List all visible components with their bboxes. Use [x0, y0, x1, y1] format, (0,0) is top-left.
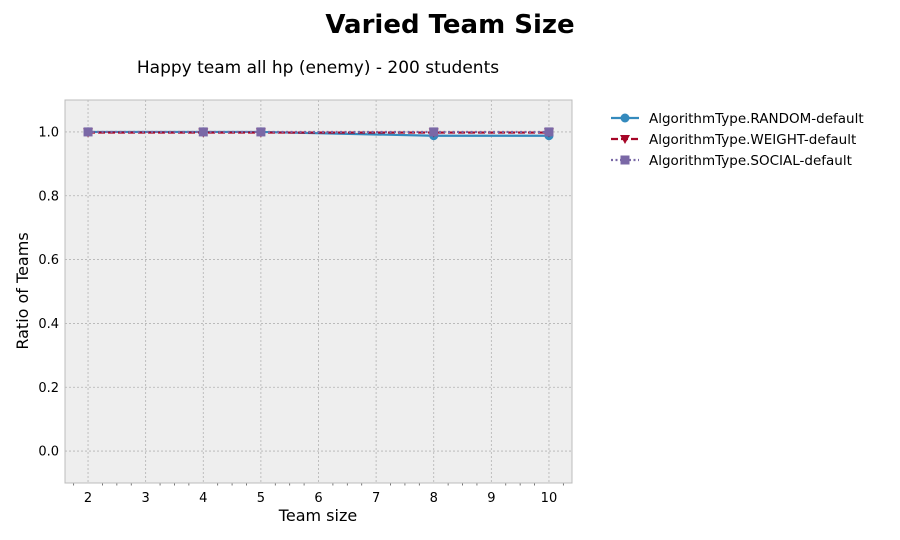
series-layer [83, 127, 554, 141]
plot-area [65, 100, 572, 483]
legend-marker [620, 135, 630, 144]
legend-item: AlgorithmType.SOCIAL-default [611, 153, 852, 169]
legend-item: AlgorithmType.WEIGHT-default [611, 132, 856, 148]
data-point [256, 127, 266, 137]
x-tick-label: 10 [541, 491, 558, 506]
legend-marker [620, 113, 630, 123]
x-tick-label: 6 [314, 491, 322, 506]
legend-item: AlgorithmType.RANDOM-default [611, 111, 864, 127]
chart-title: Happy team all hp (enemy) - 200 students [137, 58, 499, 78]
data-point [544, 127, 554, 137]
legend: AlgorithmType.RANDOM-default AlgorithmTyp… [611, 111, 864, 169]
x-tick-label: 7 [372, 491, 380, 506]
data-point [429, 127, 439, 137]
x-tick-label: 8 [430, 491, 438, 506]
x-axis-label: Team size [278, 506, 357, 525]
legend-label: AlgorithmType.SOCIAL-default [649, 153, 852, 169]
legend-label: AlgorithmType.WEIGHT-default [649, 132, 856, 148]
y-tick-label: 0.8 [38, 189, 59, 204]
y-tick-label: 0.4 [38, 317, 59, 332]
x-tick-label: 9 [487, 491, 495, 506]
y-tick-label: 0.6 [38, 253, 59, 268]
figure-title: Varied Team Size [325, 10, 574, 40]
series-2 [83, 127, 554, 137]
data-point [83, 127, 93, 137]
data-point [198, 127, 208, 137]
x-tick-label: 3 [142, 491, 150, 506]
legend-label: AlgorithmType.RANDOM-default [649, 111, 864, 127]
x-tick-label: 4 [199, 491, 207, 506]
legend-marker [620, 155, 630, 165]
plot-frame [64, 99, 573, 484]
x-tick-label: 2 [84, 491, 92, 506]
y-tick-label: 0.0 [38, 445, 59, 460]
y-axis-label: Ratio of Teams [13, 232, 32, 349]
y-tick-label: 0.2 [38, 381, 59, 396]
tick-labels: 2 3 4 5 6 7 8 9 10 0.0 0.2 0.4 0.6 0.8 1.0 [38, 125, 557, 506]
x-tick-label: 5 [257, 491, 265, 506]
y-tick-label: 1.0 [38, 125, 59, 140]
